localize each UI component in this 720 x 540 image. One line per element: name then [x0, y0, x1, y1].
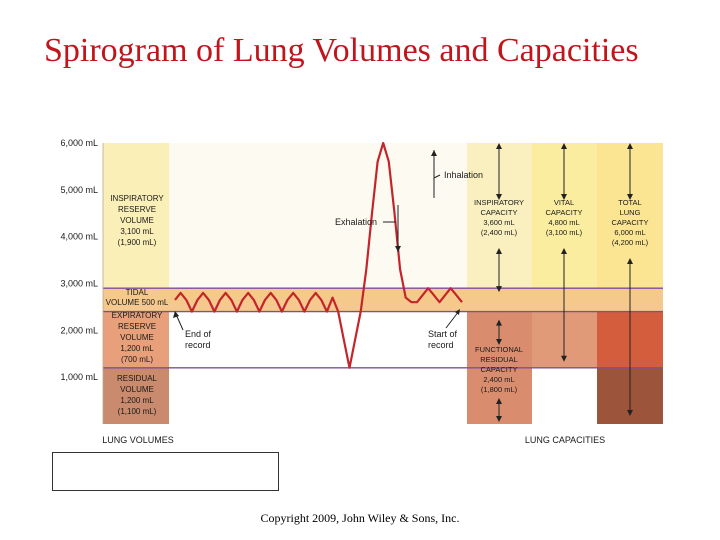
volume-label-line: 1,200 mL [120, 344, 154, 353]
band-tidal [103, 288, 663, 312]
volume-label-line: (700 mL) [121, 355, 153, 364]
volume-label-line: RESERVE [118, 205, 156, 214]
capacity-label-line: TOTAL [618, 198, 641, 207]
y-tick-label: 3,000 mL [60, 279, 98, 289]
volume-label-line: RESIDUAL [117, 374, 158, 383]
volume-label-line: RESERVE [118, 322, 156, 331]
arrow-head-up [496, 248, 502, 254]
y-tick-label: 2,000 mL [60, 325, 98, 335]
band-inspiratory-reserve [103, 143, 169, 289]
volume-label-line: TIDAL [126, 288, 149, 297]
exhalation-arrow-head [395, 246, 401, 252]
capacity-label-line: CAPACITY [612, 218, 649, 227]
ic-arrow-bottom [496, 248, 502, 293]
arrow-head-up [496, 398, 502, 404]
volume-label-line: (1,900 mL) [118, 238, 157, 247]
blank-label-box [52, 452, 279, 491]
capacity-label-line: 3,600 mL [483, 218, 514, 227]
capacity-label-line: FUNCTIONAL [475, 345, 523, 354]
level-lines [102, 143, 663, 424]
y-tick-label: 6,000 mL [60, 138, 98, 148]
capacity-label-line: (2,400 mL) [481, 228, 518, 237]
end-of-record-label: record [185, 340, 211, 350]
arrow-head-down [496, 194, 502, 200]
ic-arrow-top [496, 143, 502, 200]
arrow-head-down [561, 194, 567, 200]
lung-volumes-heading: LUNG VOLUMES [102, 435, 174, 445]
capacity-label-line: LUNG [620, 208, 641, 217]
capacity-label-line: (3,100 mL) [546, 228, 583, 237]
frc-arrow-top [496, 319, 502, 345]
capacity-label-line: RESIDUAL [480, 355, 518, 364]
volume-label-line: VOLUME [120, 216, 154, 225]
start-of-record-pointer [445, 310, 460, 329]
lung-capacities-heading: LUNG CAPACITIES [525, 435, 605, 445]
y-tick-label: 4,000 mL [60, 232, 98, 242]
arrow-head-up [561, 143, 567, 149]
spirogram-trace [174, 141, 463, 369]
frc-arrow-bottom [496, 398, 502, 422]
arrow-head-up [627, 258, 633, 264]
arrow-head-down [496, 416, 502, 422]
y-axis-ticks: 1,000 mL 2,000 mL 3,000 mL 4,000 mL 5,000 mL… [60, 138, 605, 445]
vc-arrow-bottom [561, 248, 567, 362]
background-bands [103, 143, 663, 424]
tlc-arrow-bottom [627, 258, 633, 416]
inhalation-label: Inhalation [444, 170, 483, 180]
arrow-head-down [496, 286, 502, 293]
slide-title: Spirogram of Lung Volumes and Capacities [44, 32, 639, 69]
volume-label-line: VOLUME [120, 385, 154, 394]
arrow-head-up [496, 319, 502, 326]
volume-label-line: VOLUME 500 mL [106, 298, 169, 307]
arrow-head-down [496, 339, 502, 345]
y-tick-label: 5,000 mL [60, 185, 98, 195]
inhalation-pointer [433, 174, 441, 179]
volume-labels: INSPIRATORY RESERVE VOLUME 3,100 mL (1,900 m… [106, 194, 169, 416]
start-of-record-head [455, 309, 460, 315]
volume-label-line: EXPIRATORY [112, 311, 163, 320]
band-inspiratory-white [169, 143, 467, 289]
volume-label-line: 3,100 mL [120, 227, 154, 236]
arrow-head-up [627, 143, 633, 149]
volume-label-line: 1,200 mL [120, 396, 154, 405]
copyright-text: Copyright 2009, John Wiley & Sons, Inc. [260, 511, 460, 525]
capacity-label-line: 6,000 mL [614, 228, 645, 237]
capacity-label-line: 4,800 mL [548, 218, 579, 227]
capacity-label-line: (4,200 mL) [612, 238, 649, 247]
tlc-arrow-top [627, 143, 633, 200]
volume-label-line: INSPIRATORY [110, 194, 164, 203]
start-of-record-label: Start of [428, 329, 458, 339]
end-of-record-label: End of [185, 329, 212, 339]
volume-label-line: VOLUME [120, 333, 154, 342]
band-expiratory-reserve [103, 311, 169, 368]
capacity-label-line: CAPACITY [546, 208, 583, 217]
capacity-label-line: (1,800 mL) [481, 385, 518, 394]
arrow-head-down [561, 355, 567, 362]
capacity-label-line: CAPACITY [481, 365, 518, 374]
arrow-head-down [627, 410, 633, 416]
y-tick-label: 1,000 mL [60, 372, 98, 382]
arrow-head-up [561, 248, 567, 254]
arrow-head-up [496, 143, 502, 149]
band-residual [103, 367, 169, 424]
capacity-label-line: VITAL [554, 198, 574, 207]
vc-arrow-top [561, 143, 567, 200]
spirogram-trace-group [174, 141, 463, 369]
capacity-label-line: 2,400 mL [483, 375, 514, 384]
end-of-record-head [173, 311, 179, 318]
capacity-label-line: CAPACITY [481, 208, 518, 217]
inhalation-arrow-head [431, 150, 437, 156]
exhalation-label: Exhalation [335, 217, 377, 227]
capacity-label-line: INSPIRATORY [474, 198, 524, 207]
volume-label-line: (1,100 mL) [118, 407, 157, 416]
arrow-head-down [627, 194, 633, 200]
start-of-record-label: record [428, 340, 454, 350]
